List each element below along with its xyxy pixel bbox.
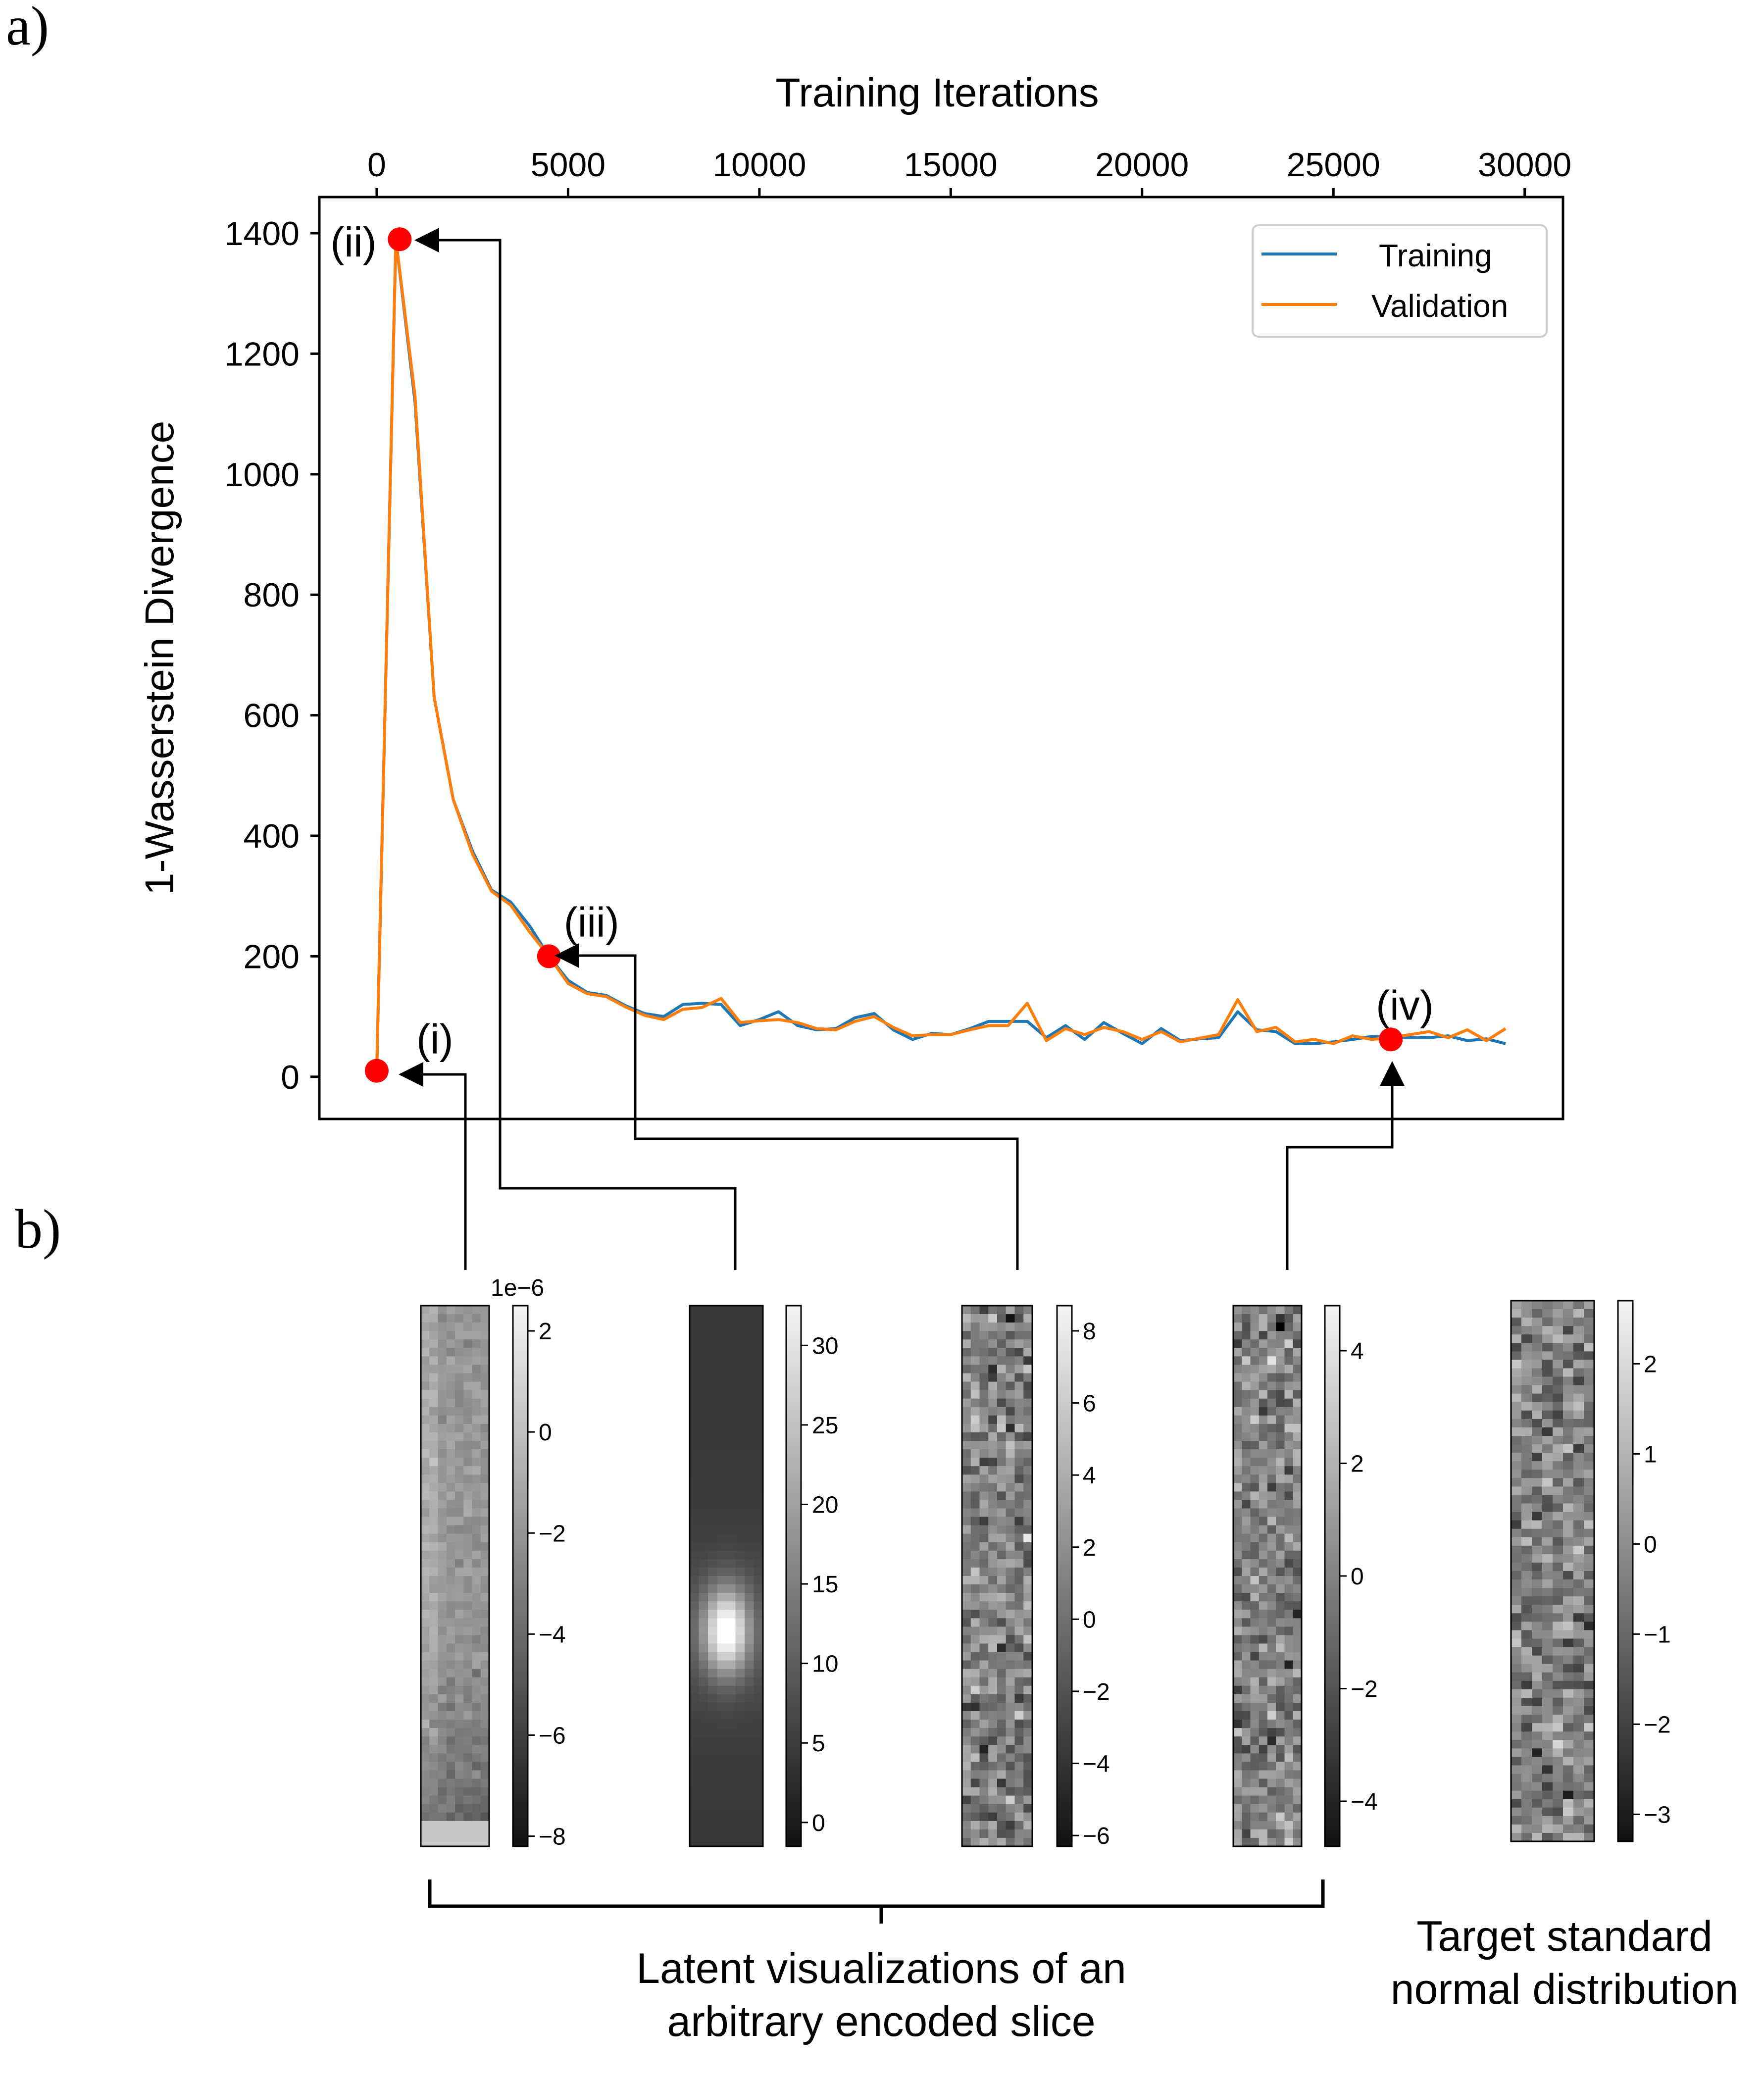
colorbar-tick-label-3-3: 2	[1083, 1535, 1096, 1561]
x-tick-label-2: 10000	[712, 146, 806, 184]
latent-image-frame-4	[1232, 1305, 1303, 1847]
colorbar-tick-label-5-3: −1	[1644, 1622, 1671, 1648]
colorbar-1	[512, 1305, 529, 1847]
highlighted-points: (i) (ii) (iii) (iv)	[330, 219, 1434, 1083]
colorbar-tick-label-3-1: 6	[1083, 1391, 1096, 1417]
point-marker-2	[388, 227, 412, 252]
colorbar-tick-label-4-4: −4	[1351, 1789, 1378, 1815]
x-tick-label-1: 5000	[531, 146, 605, 184]
x-tick-label-5: 25000	[1287, 146, 1380, 184]
x-tick-label-4: 20000	[1095, 146, 1189, 184]
panel-label-b: b)	[15, 1199, 61, 1260]
colorbar-tick-label-4-3: −2	[1351, 1676, 1378, 1703]
point-marker-1	[364, 1059, 389, 1083]
colorbar-tick-label-3-7: −6	[1083, 1823, 1110, 1849]
legend: Training Validation	[1252, 224, 1548, 338]
connector-arrows	[399, 228, 1405, 1270]
y-tick-label-7: 1400	[225, 215, 300, 253]
colorbar-4	[1324, 1305, 1341, 1847]
point-label-3: (iii)	[564, 899, 619, 945]
arrow-latent-2	[414, 228, 737, 1270]
colorbar-tick-label-1-1: 0	[539, 1420, 552, 1446]
colorbar-tick-label-2-1: 25	[812, 1413, 838, 1439]
y-axis-ticks: 0 200 400 600 800 1000 1200 1400	[225, 215, 319, 1096]
legend-label-validation: Validation	[1371, 288, 1508, 324]
legend-label-training: Training	[1379, 238, 1492, 273]
colorbar-tick-label-2-2: 20	[812, 1492, 838, 1518]
colorbar-tick-label-1-4: −6	[539, 1723, 566, 1749]
y-tick-label-6: 1200	[225, 335, 300, 373]
x-axis-label: Training Iterations	[775, 70, 1099, 115]
latent-panels: 20−2−4−6−81e−630252015105086420−2−4−6420…	[420, 1275, 1671, 1850]
panel-label-a: a)	[6, 0, 49, 57]
colorbar-tick-label-3-5: −2	[1083, 1679, 1110, 1705]
arrow-latent-1	[399, 1062, 467, 1270]
latent-panel-1: 2 0 −2 −4 −6 −8 1e−6	[420, 1275, 566, 1850]
series-layer	[375, 238, 1507, 1071]
colorbar-tick-label-2-5: 5	[812, 1730, 825, 1757]
y-tick-label-2: 400	[244, 817, 300, 855]
point-label-1: (i)	[416, 1016, 454, 1063]
colorbar-tick-label-3-0: 8	[1083, 1319, 1096, 1345]
latent-image-frame-3	[961, 1305, 1033, 1847]
colorbar-tick-label-4-2: 0	[1351, 1564, 1364, 1590]
colorbar-tick-label-1-5: −8	[539, 1824, 566, 1850]
latent-panel-5: 2 1 0 −1 −2 −3	[1510, 1300, 1671, 1842]
y-tick-label-3: 600	[244, 697, 300, 735]
latent-panel-2: 30 25 20 15 10 5 0	[689, 1305, 838, 1847]
colorbar-tick-label-5-1: 1	[1644, 1441, 1657, 1468]
latent-image-frame-1	[420, 1305, 490, 1847]
arrow-latent-4	[1286, 1061, 1405, 1270]
colorbar-tick-label-2-0: 30	[812, 1333, 838, 1359]
caption-target-line1: Target standard	[1416, 1913, 1713, 1960]
colorbar-tick-label-3-4: 0	[1083, 1607, 1096, 1633]
colorbar-5	[1617, 1300, 1634, 1842]
latent-image-frame-5	[1510, 1300, 1595, 1842]
point-label-2: (ii)	[330, 219, 376, 265]
colorbar-tick-label-5-5: −3	[1644, 1802, 1671, 1828]
point-marker-4	[1379, 1027, 1403, 1052]
series-line-validation	[375, 238, 1507, 1071]
colorbar-tick-label-1-3: −4	[539, 1622, 566, 1648]
bracket-line	[428, 1879, 1325, 1908]
latent-panel-4: 4 2 0 −2 −4	[1232, 1305, 1378, 1847]
y-tick-label-0: 0	[281, 1059, 300, 1096]
colorbar-tick-label-2-6: 0	[812, 1810, 825, 1836]
colorbar-3	[1056, 1305, 1073, 1847]
x-axis-ticks: 0 5000 10000 15000 20000 25000 30000	[367, 146, 1571, 197]
colorbar-tick-label-2-3: 15	[812, 1572, 838, 1598]
colorbar-offset-label-1: 1e−6	[491, 1275, 544, 1301]
colorbar-tick-label-3-6: −4	[1083, 1751, 1110, 1777]
x-tick-label-0: 0	[367, 146, 386, 184]
x-tick-label-3: 15000	[904, 146, 998, 184]
colorbar-tick-label-4-1: 2	[1351, 1451, 1364, 1477]
point-label-4: (iv)	[1376, 982, 1434, 1028]
colorbar-tick-label-5-4: −2	[1644, 1712, 1671, 1738]
colorbar-tick-label-1-0: 2	[539, 1319, 552, 1345]
y-axis-label: 1-Wasserstein Divergence	[137, 421, 182, 896]
x-tick-label-6: 30000	[1478, 146, 1571, 184]
arrow-latent-3	[554, 943, 1019, 1270]
colorbar-tick-label-3-2: 4	[1083, 1463, 1096, 1489]
plot-frame	[318, 196, 1564, 1120]
y-tick-label-1: 200	[244, 938, 300, 975]
colorbar-2	[785, 1305, 802, 1847]
y-tick-label-5: 1000	[225, 456, 300, 494]
colorbar-tick-label-2-4: 10	[812, 1651, 838, 1677]
colorbar-tick-label-4-0: 4	[1351, 1338, 1364, 1365]
latent-bracket	[428, 1879, 1325, 1924]
colorbar-tick-label-5-2: 0	[1644, 1531, 1657, 1558]
caption-latent-line2: arbitrary encoded slice	[667, 1998, 1095, 2045]
latent-panel-3: 8 6 4 2 0 −2 −4 −6	[961, 1305, 1110, 1849]
latent-image-frame-2	[689, 1305, 764, 1847]
y-tick-label-4: 800	[244, 576, 300, 614]
colorbar-tick-label-5-0: 2	[1644, 1351, 1657, 1377]
caption-latent-line1: Latent visualizations of an	[636, 1945, 1126, 1992]
caption-target-line2: normal distribution	[1391, 1966, 1739, 2013]
colorbar-tick-label-1-2: −2	[539, 1521, 566, 1547]
